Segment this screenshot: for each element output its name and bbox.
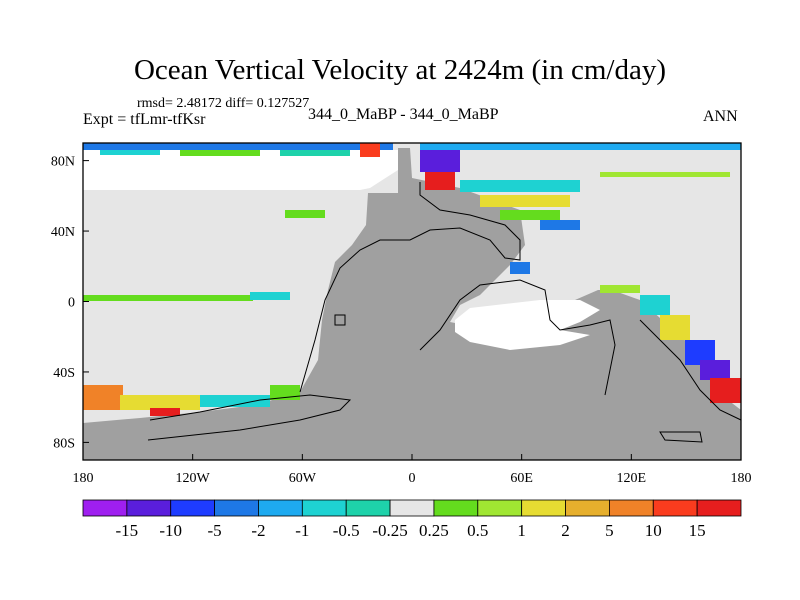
colorbar-label: 0.25	[419, 521, 449, 540]
patch-eq-2	[250, 292, 290, 300]
patch-natl-4	[540, 220, 580, 230]
experiment-label: Expt = tfLmr-tfKsr	[83, 111, 206, 128]
contour-indian	[419, 279, 616, 396]
y-tick-label: 80N	[51, 155, 75, 170]
y-tick-label: 80S	[53, 436, 75, 451]
colorbar-swatch	[609, 499, 654, 517]
patch-natl-5	[600, 172, 730, 177]
land-mass	[83, 148, 741, 460]
case-label: 344_0_MaBP - 344_0_MaBP	[308, 106, 499, 123]
patch-arctic-1	[83, 143, 393, 150]
patch-arctic-7	[420, 150, 460, 172]
patch-epac-2	[640, 295, 670, 315]
x-tick-label: 60E	[510, 471, 533, 486]
colorbar-swatch	[477, 499, 523, 517]
patch-epac-5	[700, 360, 730, 380]
colorbar-label: 1	[517, 521, 526, 540]
patch-so-1	[83, 385, 123, 410]
patch-so-5	[150, 408, 180, 416]
colorbar-label: 0.5	[467, 521, 488, 540]
colorbar-label: -1	[295, 521, 309, 540]
colorbar-swatch	[565, 499, 610, 517]
colorbar-swatch	[521, 499, 566, 517]
patch-arctic-6	[360, 143, 380, 157]
colorbar-label: 10	[645, 521, 662, 540]
patch-midlat-1	[285, 210, 325, 218]
white-shelf	[455, 300, 600, 350]
contour-small	[659, 431, 703, 443]
colorbar-label: -0.25	[372, 521, 407, 540]
patch-epac-1	[600, 285, 640, 293]
y-tick-label: 0	[68, 296, 75, 311]
patch-eq-1	[83, 295, 253, 301]
patch-so-3	[200, 395, 270, 407]
basin-contours	[147, 182, 742, 443]
patch-arctic-2	[420, 143, 741, 150]
season-label: ANN	[703, 108, 738, 125]
colorbar-swatch	[696, 499, 742, 517]
patch-natl-2	[480, 195, 570, 207]
colorbar-swatch	[345, 499, 391, 517]
colorbar-label: 5	[605, 521, 614, 540]
colorbar-label: -10	[159, 521, 182, 540]
colorbar-label: -0.5	[333, 521, 360, 540]
colorbar-label: -2	[251, 521, 265, 540]
x-tick-label: 120E	[617, 471, 647, 486]
colorbar-label: -5	[208, 521, 222, 540]
x-tick-label: 180	[73, 471, 94, 486]
x-tick-label: 120W	[176, 471, 211, 486]
patch-eq-3	[510, 262, 530, 274]
x-tick-label: 0	[409, 471, 416, 486]
colorbar-label: -15	[116, 521, 139, 540]
y-tick-label: 40N	[51, 225, 75, 240]
colorbar-swatch	[389, 499, 435, 517]
contour-inner	[334, 314, 346, 326]
patch-natl-1	[460, 180, 580, 192]
anomaly-patches	[83, 143, 741, 416]
patch-arctic-3	[100, 150, 160, 155]
colorbar-swatch	[82, 499, 128, 517]
colorbar: -15 -10 -5 -2 -1 -0.5 -0.25 0.25 0.5 1 2 5 10 15	[82, 499, 742, 540]
contour-south	[147, 394, 352, 441]
colorbar-swatch	[258, 499, 303, 517]
colorbar-swatch	[214, 499, 259, 517]
stats-line: rmsd= 2.48172 diff= 0.127527	[137, 96, 310, 111]
colorbar-swatch	[652, 499, 698, 517]
patch-arctic-4	[180, 150, 260, 156]
colorbar-label: 2	[561, 521, 570, 540]
contour-atlantic	[299, 182, 521, 393]
colorbar-swatch	[126, 499, 172, 517]
colorbar-swatch	[170, 499, 216, 517]
y-tick-label: 40S	[53, 366, 75, 381]
chart-title: Ocean Vertical Velocity at 2424m (in cm/…	[133, 54, 667, 86]
patch-epac-6	[710, 378, 741, 403]
white-north-basin	[83, 150, 398, 190]
x-tick-label: 180	[731, 471, 752, 486]
contour-pacific	[639, 319, 742, 421]
colorbar-swatch	[433, 499, 479, 517]
patch-epac-3	[660, 315, 690, 340]
axes: 180 120W 60W 0 60E 120E 180 80N 40N 0 40S 80S	[51, 155, 752, 486]
colorbar-label: 15	[689, 521, 706, 540]
colorbar-swatch	[301, 499, 347, 517]
patch-arctic-5	[280, 150, 350, 156]
patch-natl-3	[500, 210, 560, 220]
patch-so-2	[120, 395, 200, 410]
patch-arctic-8	[425, 172, 455, 190]
map-field	[83, 143, 741, 460]
x-tick-label: 60W	[289, 471, 317, 486]
